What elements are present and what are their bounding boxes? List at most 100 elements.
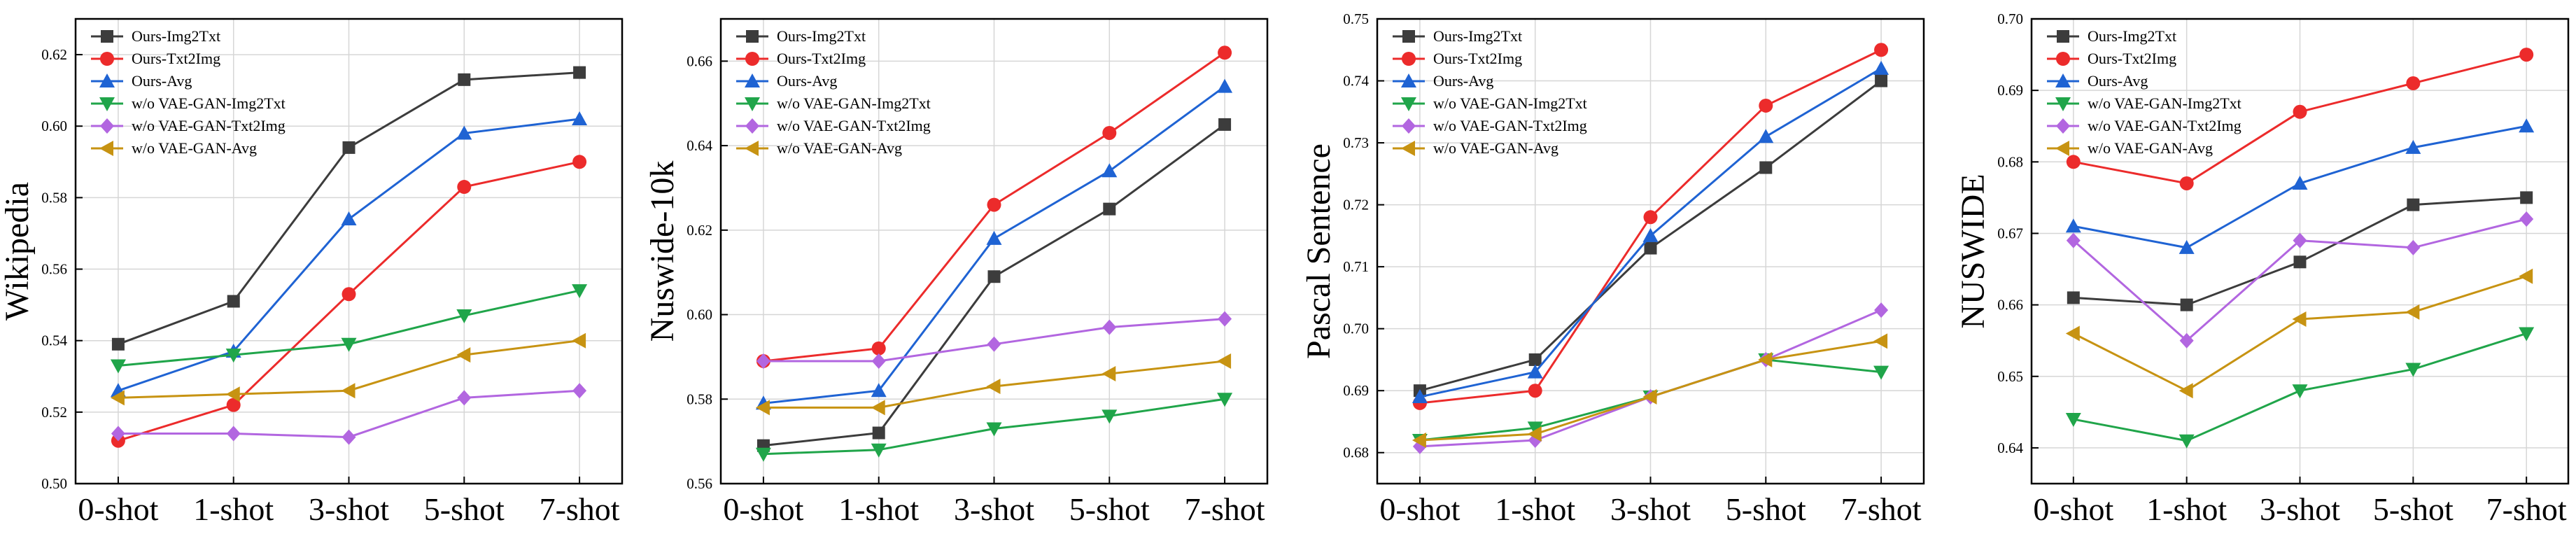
y-tick-label: 0.67 [1997,225,2023,241]
data-point [1527,426,1542,442]
chart-panel-1: 0-shot 1-shot 3-shot 5-shot 7-shot 0.50 0.52 0.… [0,17,624,527]
data-point [987,336,1001,352]
data-point [2406,239,2421,255]
y-tick-label: 0.64 [1997,440,2023,456]
y-axis-label: Nuswide-10k [644,161,681,342]
legend-marker [99,73,115,87]
data-point [2292,311,2307,328]
data-point [1218,118,1232,131]
legend-marker [1402,52,1416,66]
x-tick-label: 7-shot [1185,491,1265,527]
x-tick-label: 0-shot [78,491,158,527]
legend-label: w/o VAE-GAN-Img2Txt [1433,94,1587,112]
legend-marker [2056,118,2070,134]
data-point [111,337,125,351]
y-tick-label: 0.56 [687,475,712,492]
x-tick-label: 1-shot [838,491,919,527]
legend-label: Ours-Txt2Img [1433,50,1522,67]
data-point [1644,241,1657,255]
data-point [2179,332,2194,349]
x-tick-label: 5-shot [2373,491,2454,527]
data-point [871,341,886,356]
x-tick-label: 0-shot [2033,491,2113,527]
series-5 [111,383,587,445]
y-tick-label: 0.68 [1997,153,2023,170]
data-point [2065,325,2080,342]
data-point [2519,118,2535,133]
data-point [1874,43,1889,57]
legend-marker [1402,30,1415,43]
legend-label: w/o VAE-GAN-Img2Txt [2088,94,2241,112]
data-point [1875,74,1888,87]
data-point [111,426,125,442]
data-point [456,347,471,363]
legend-label: w/o VAE-GAN-Avg [777,139,902,157]
data-point [1759,161,1773,174]
legend-label: w/o VAE-GAN-Avg [2088,139,2213,157]
data-point [1412,433,1426,449]
legend-label: Ours-Txt2Img [2088,50,2176,67]
data-point [1758,129,1774,143]
legend-label: Ours-Avg [777,72,837,90]
x-tick-label: 0-shot [1379,491,1460,527]
legend-label: w/o VAE-GAN-Avg [132,139,257,157]
data-point [458,73,471,86]
data-point [2067,291,2080,304]
data-point [1642,389,1657,405]
data-point [1217,353,1232,369]
x-tick-label: 5-shot [424,491,505,527]
y-tick-label: 0.75 [1343,10,1369,27]
x-tick-label: 5-shot [1069,491,1150,527]
data-point [2405,363,2421,377]
series-4 [755,393,1233,462]
y-tick-label: 0.70 [1997,10,2023,27]
legend-label: w/o VAE-GAN-Txt2Img [1433,117,1587,134]
y-tick-label: 0.70 [1343,321,1369,337]
legend: Ours-Img2Txt Ours-Txt2Img Ours-Avg w/o VAE-… [2047,27,2241,157]
data-point [1102,409,1118,424]
y-tick-label: 0.52 [41,404,67,421]
data-point [1102,163,1118,178]
plot-frame [719,17,1269,485]
series-3 [1412,60,1889,404]
data-point [2405,139,2421,154]
legend-marker [745,73,760,87]
data-point [572,332,586,349]
legend-label: Ours-Avg [2088,72,2148,90]
data-point [1217,78,1233,93]
x-tick-label: 1-shot [2146,491,2227,527]
legend-label: Ours-Img2Txt [2088,27,2176,45]
chart-panel-2: 0-shot 1-shot 3-shot 5-shot 7-shot 0.56 0.58 0.… [644,17,1269,527]
legend-marker [2055,141,2069,156]
data-point [1218,311,1232,327]
series-2 [2066,48,2534,190]
data-point [342,287,356,302]
data-point [2065,413,2081,428]
data-point [1642,227,1659,242]
legend-label: Ours-Img2Txt [132,27,220,45]
y-tick-label: 0.60 [41,118,67,134]
series-4 [110,284,588,374]
data-point [1103,202,1116,216]
x-tick-label: 3-shot [309,491,389,527]
data-point [1758,351,1773,367]
data-point [1527,421,1543,436]
legend-label: w/o VAE-GAN-Img2Txt [777,94,931,112]
data-point [1217,393,1233,407]
plot-frame [74,17,624,485]
y-tick-label: 0.62 [41,46,67,63]
y-tick-label: 0.56 [41,261,67,278]
x-tick-label: 3-shot [2260,491,2340,527]
y-tick-label: 0.64 [687,137,712,154]
x-tick-label: 7-shot [1841,491,1922,527]
x-tick-label: 3-shot [1610,491,1691,527]
data-point [2179,383,2193,399]
data-point [456,309,472,323]
y-tick-label: 0.54 [41,332,67,349]
legend-marker [100,118,114,134]
x-tick-label: 1-shot [1495,491,1575,527]
chart-panel-4: 0-shot 1-shot 3-shot 5-shot 7-shot 0.64 0.65 0.… [1955,10,2570,527]
data-point [2292,175,2308,190]
legend-marker [101,30,113,43]
